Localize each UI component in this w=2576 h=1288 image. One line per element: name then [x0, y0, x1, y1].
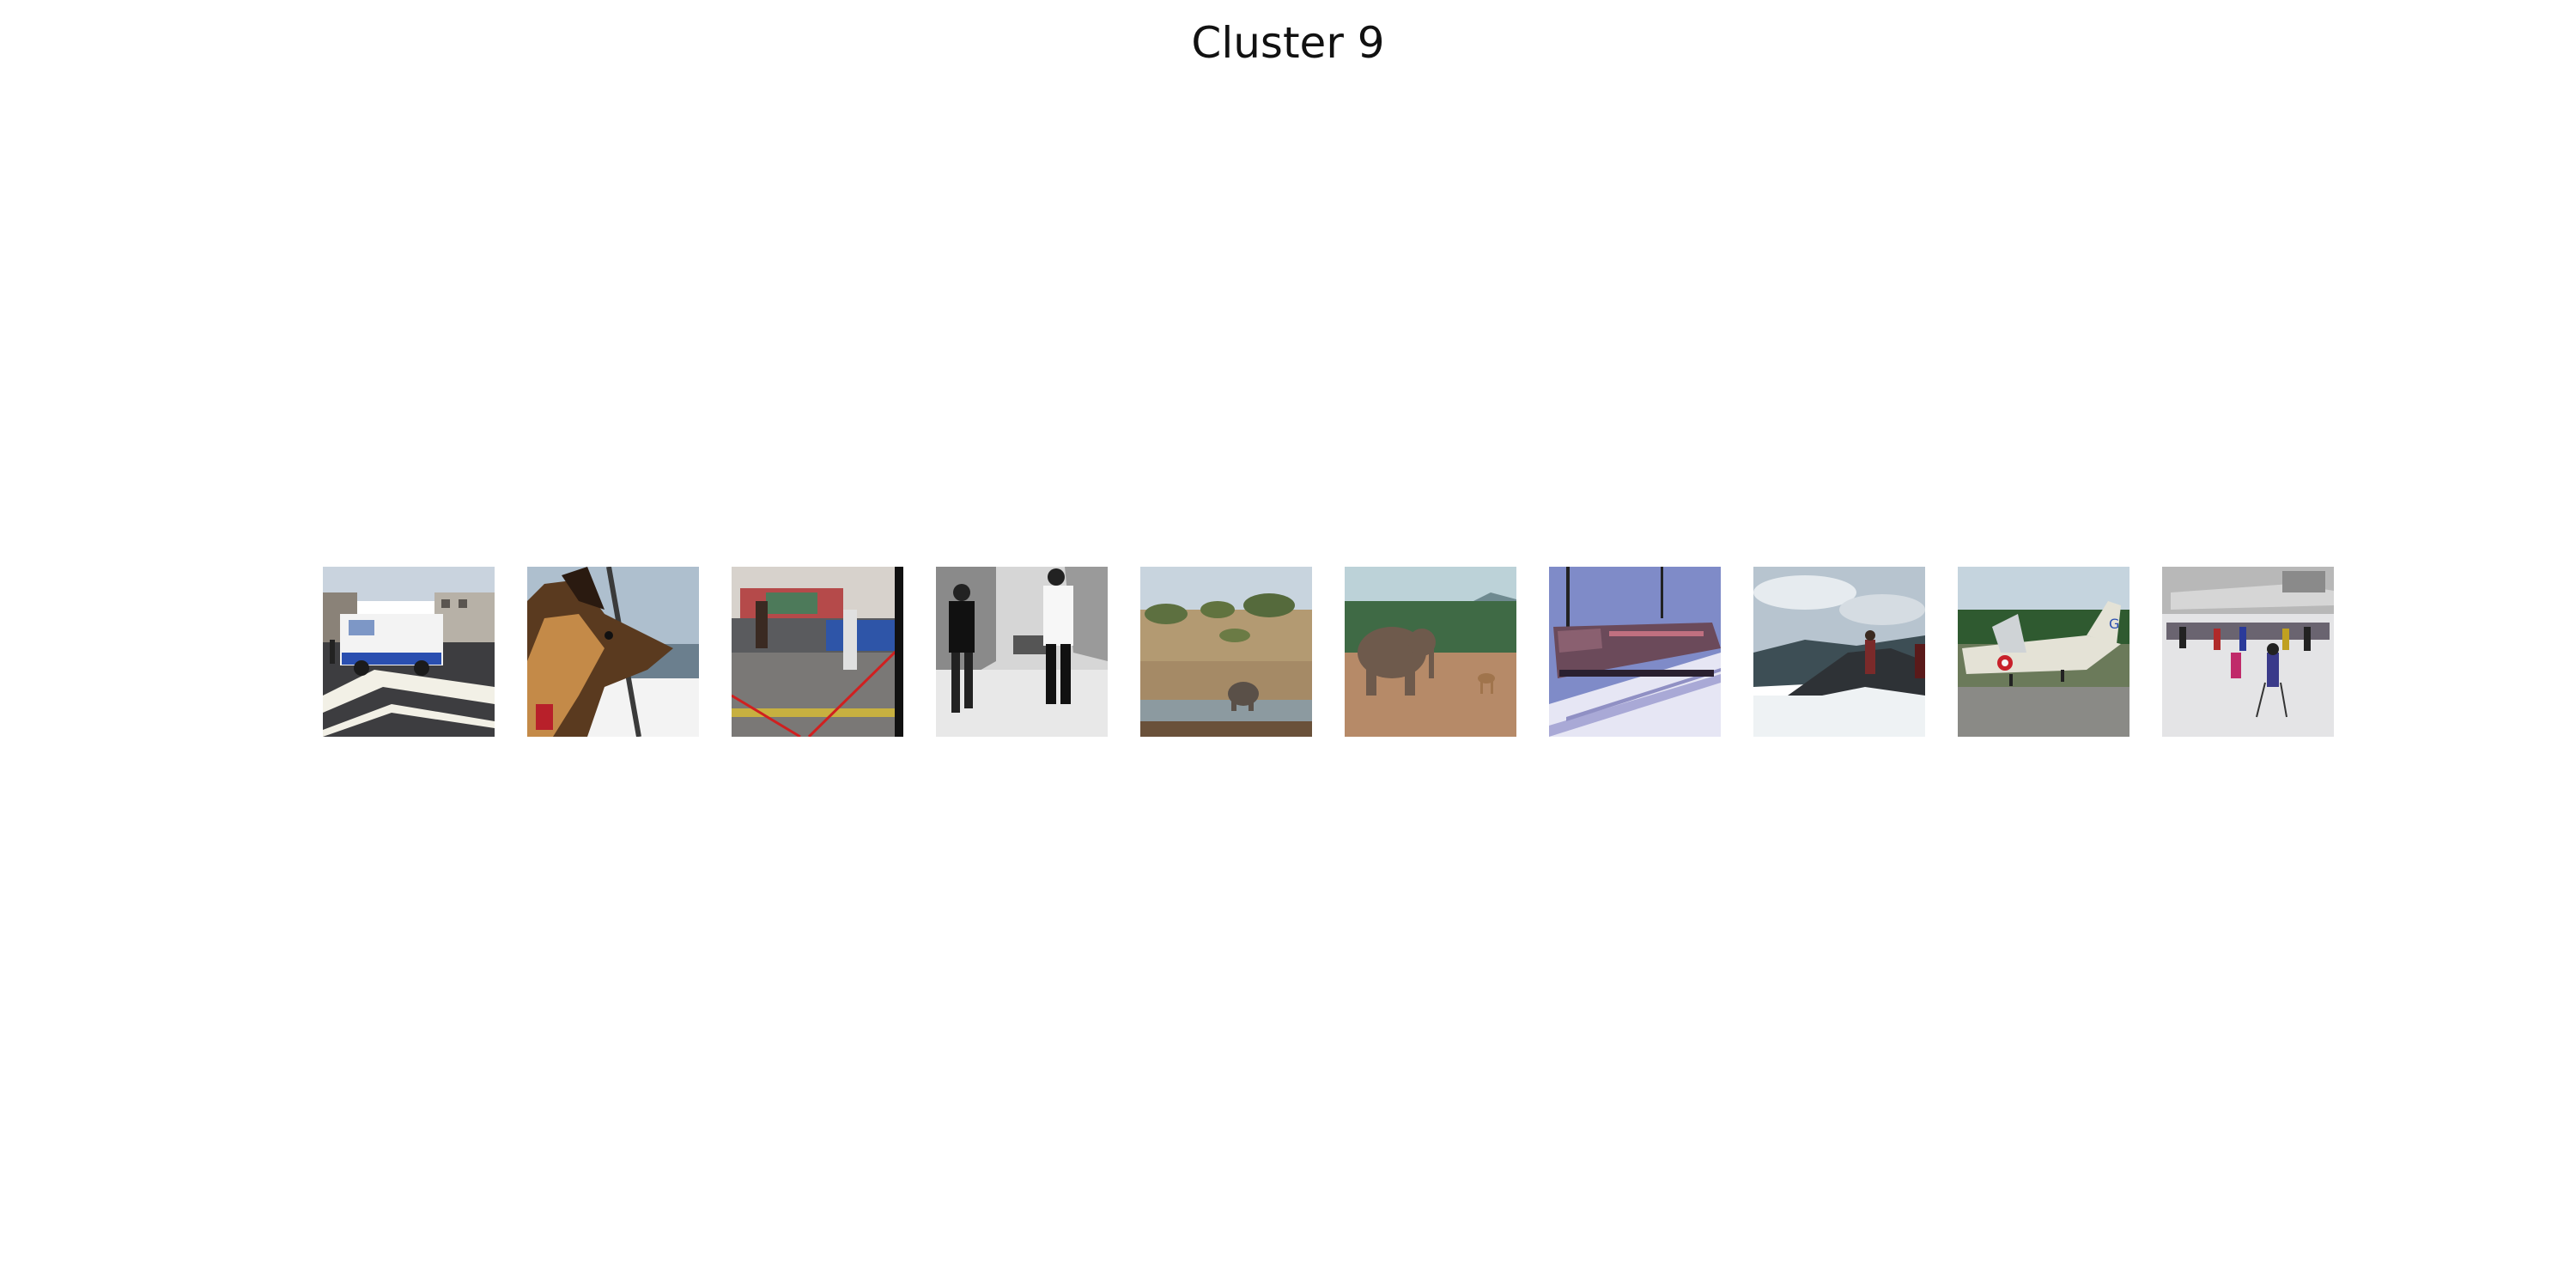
- thumbnail-image-2: [527, 567, 699, 737]
- thumbnail-street-leash: [732, 567, 903, 737]
- thumbnail-image-7: [1549, 567, 1721, 737]
- thumbnail-image-1: [323, 567, 495, 737]
- svg-text:G: G: [2109, 616, 2119, 632]
- thumbnail-elephant-deer: [1345, 567, 1516, 737]
- thumbnail-image-9: G: [1958, 567, 2129, 737]
- thumbnail-image-5: [1140, 567, 1312, 737]
- thumbnail-image-3: [732, 567, 903, 737]
- thumbnail-train-snow: [1549, 567, 1721, 737]
- thumbnail-jet-aircraft: G: [1958, 567, 2129, 737]
- thumbnail-skiers-crowd: [2162, 567, 2334, 737]
- thumbnail-image-4: [936, 567, 1108, 737]
- thumbnail-image-10: [2162, 567, 2334, 737]
- thumbnail-hiker-mountain: [1753, 567, 1925, 737]
- thumbnail-image-6: [1345, 567, 1516, 737]
- thumbnail-men-walking: [936, 567, 1108, 737]
- thumbnail-dog-window: [527, 567, 699, 737]
- figure-title: Cluster 9: [1191, 18, 1385, 68]
- thumbnail-elephant-waterhole: [1140, 567, 1312, 737]
- thumbnail-image-8: [1753, 567, 1925, 737]
- thumbnail-ice-cream-truck: [323, 567, 495, 737]
